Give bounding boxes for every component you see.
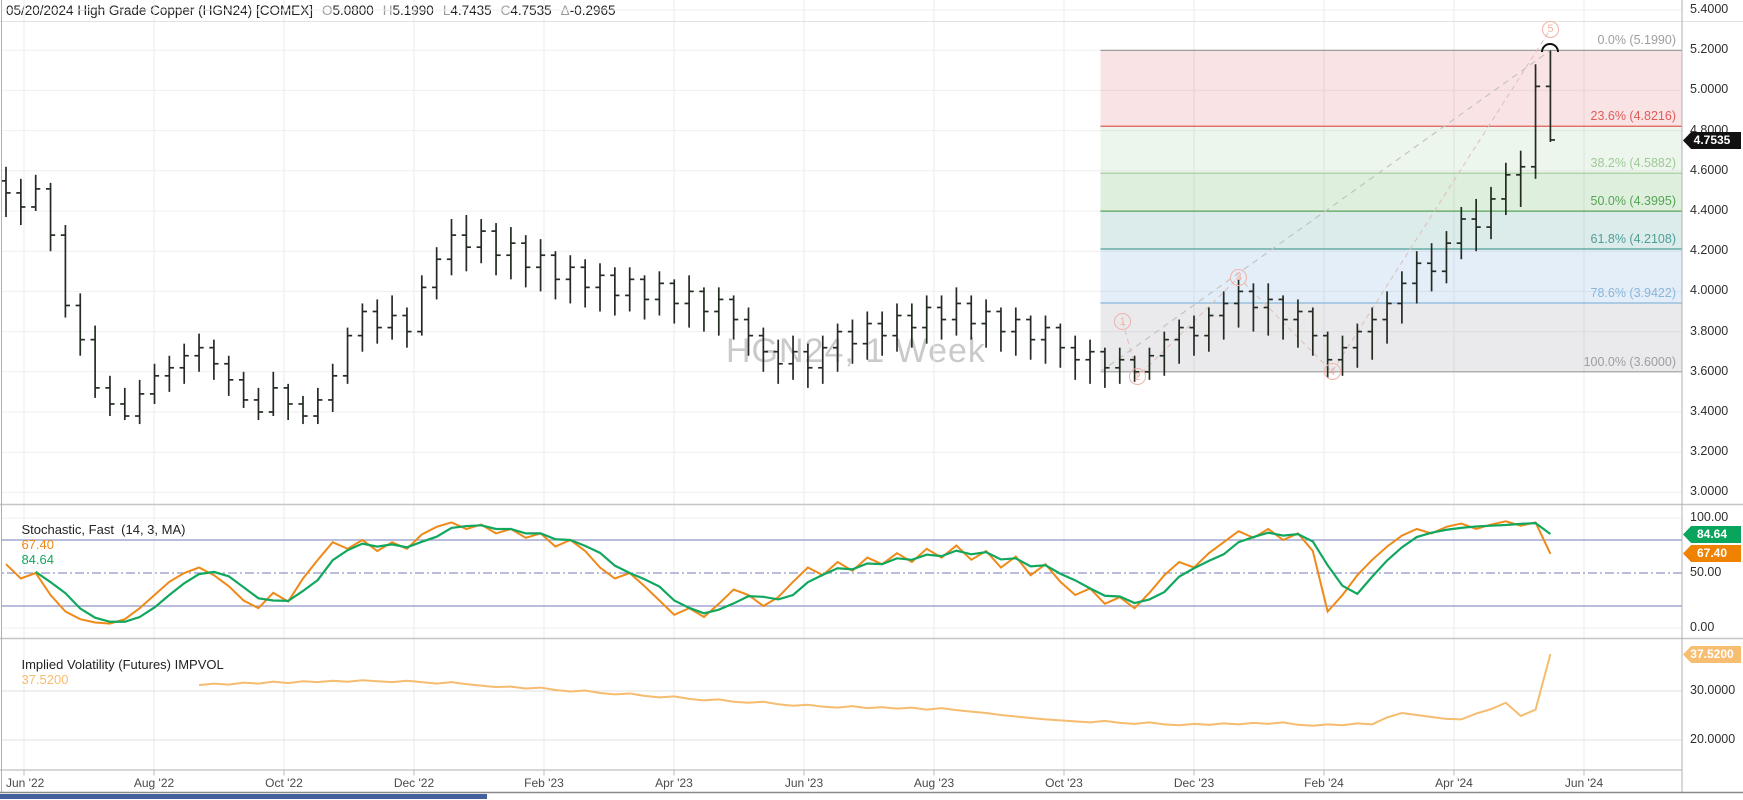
x-axis-date-label: Aug '23	[913, 776, 955, 790]
price-axis-tick-label: 5.4000	[1690, 2, 1729, 16]
x-axis-date-label: Jun '24	[1564, 776, 1604, 790]
fib-zone	[1100, 173, 1682, 212]
price-axis-tick-label: 4.0000	[1690, 283, 1729, 298]
impvol-plot-area[interactable]	[0, 640, 1682, 770]
fib-level-label: 23.6% (4.8216)	[1590, 109, 1676, 124]
fib-level-label: 38.2% (4.5882)	[1590, 156, 1676, 171]
stochastic-ma-line	[35, 522, 1552, 623]
stochastic-ma-value: 84.64	[21, 552, 54, 567]
impvol-axis-tick-label: 30.0000	[1690, 683, 1736, 697]
price-axis[interactable]	[1682, 0, 1743, 793]
elliott-wave-marker: 4	[1323, 363, 1341, 381]
x-axis-date-label: Aug '22	[133, 776, 175, 790]
x-axis-date-label: Oct '23	[1045, 776, 1083, 790]
x-axis-date-label: Apr '24	[1435, 776, 1473, 790]
fib-trendline	[1100, 49, 1551, 373]
last-price-badge: 4.7535	[1683, 132, 1741, 149]
impvol-axis-tick-label: 20.0000	[1690, 732, 1736, 746]
horizontal-scrollbar-thumb[interactable]	[0, 794, 487, 799]
fib-level-label: 78.6% (3.9422)	[1590, 286, 1676, 301]
fib-zone	[1100, 211, 1682, 250]
price-axis-tick-label: 4.2000	[1690, 243, 1729, 258]
price-axis-tick-label: 5.2000	[1690, 42, 1729, 57]
x-axis-date-label: Jun '22	[6, 776, 45, 790]
elliott-wave-marker: 3	[1230, 268, 1248, 286]
price-axis-tick-label: 3.0000	[1690, 484, 1729, 499]
x-axis-date-label: Oct '22	[265, 776, 303, 790]
fib-zone	[1100, 249, 1682, 304]
fib-level-label: 61.8% (4.2108)	[1590, 232, 1676, 247]
x-axis-date-label: Dec '23	[1173, 776, 1215, 790]
x-axis-date-label: Dec '22	[393, 776, 435, 790]
x-axis-date-label: Jun '23	[784, 776, 824, 790]
impvol-panel-title: Implied Volatility (Futures) IMPVOL 37.5…	[7, 642, 227, 702]
impvol-value: 37.5200	[21, 672, 69, 687]
x-axis-date-label: Feb '24	[1304, 776, 1344, 790]
stochastic-plot-area[interactable]	[0, 505, 1682, 637]
stochastic-title-text: Stochastic, Fast (14, 3, MA)	[21, 522, 190, 537]
elliott-wave-marker: 5	[1541, 20, 1559, 38]
price-chart-plot-area[interactable]	[0, 22, 1682, 505]
fib-level-label: 0.0% (5.1990)	[1597, 33, 1676, 48]
impvol-badge: 37.5200	[1683, 646, 1741, 663]
stochastic-k-badge: 67.40	[1683, 545, 1741, 562]
price-axis-tick-label: 4.6000	[1690, 162, 1729, 177]
price-axis-tick-label: 3.8000	[1690, 323, 1729, 338]
stochastic-k-value: 67.40	[21, 537, 54, 552]
stoch-axis-tick-label: 100.00	[1690, 510, 1729, 524]
stochastic-ma-badge: 84.64	[1683, 526, 1741, 543]
wave5-arc	[1541, 43, 1559, 53]
price-axis-tick-label: 3.6000	[1690, 363, 1729, 378]
elliott-wave-marker: 1	[1114, 313, 1132, 331]
stoch-axis-tick-label: 50.00	[1690, 565, 1722, 579]
impvol-line	[198, 653, 1552, 727]
stochastic-panel-title: Stochastic, Fast (14, 3, MA) 67.40 84.64	[7, 507, 189, 582]
price-axis-tick-label: 5.0000	[1690, 82, 1729, 97]
fib-level-label: 100.0% (3.6000)	[1583, 354, 1676, 369]
fib-level-label: 50.0% (4.3995)	[1590, 194, 1676, 209]
elliott-wave-marker: 2	[1129, 368, 1147, 386]
price-axis-tick-label: 3.2000	[1690, 444, 1729, 459]
fib-zone	[1100, 303, 1682, 372]
price-axis-tick-label: 3.4000	[1690, 404, 1729, 418]
fib-zone	[1100, 126, 1682, 174]
price-axis-tick-label: 4.4000	[1690, 203, 1729, 217]
x-axis-date-label: Apr '23	[655, 776, 693, 790]
stoch-axis-tick-label: 0.00	[1690, 620, 1715, 634]
fib-zone	[1100, 50, 1682, 127]
time-axis[interactable]	[0, 770, 1682, 793]
x-axis-date-label: Feb '23	[524, 776, 564, 790]
impvol-title-text: Implied Volatility (Futures) IMPVOL	[21, 657, 227, 672]
